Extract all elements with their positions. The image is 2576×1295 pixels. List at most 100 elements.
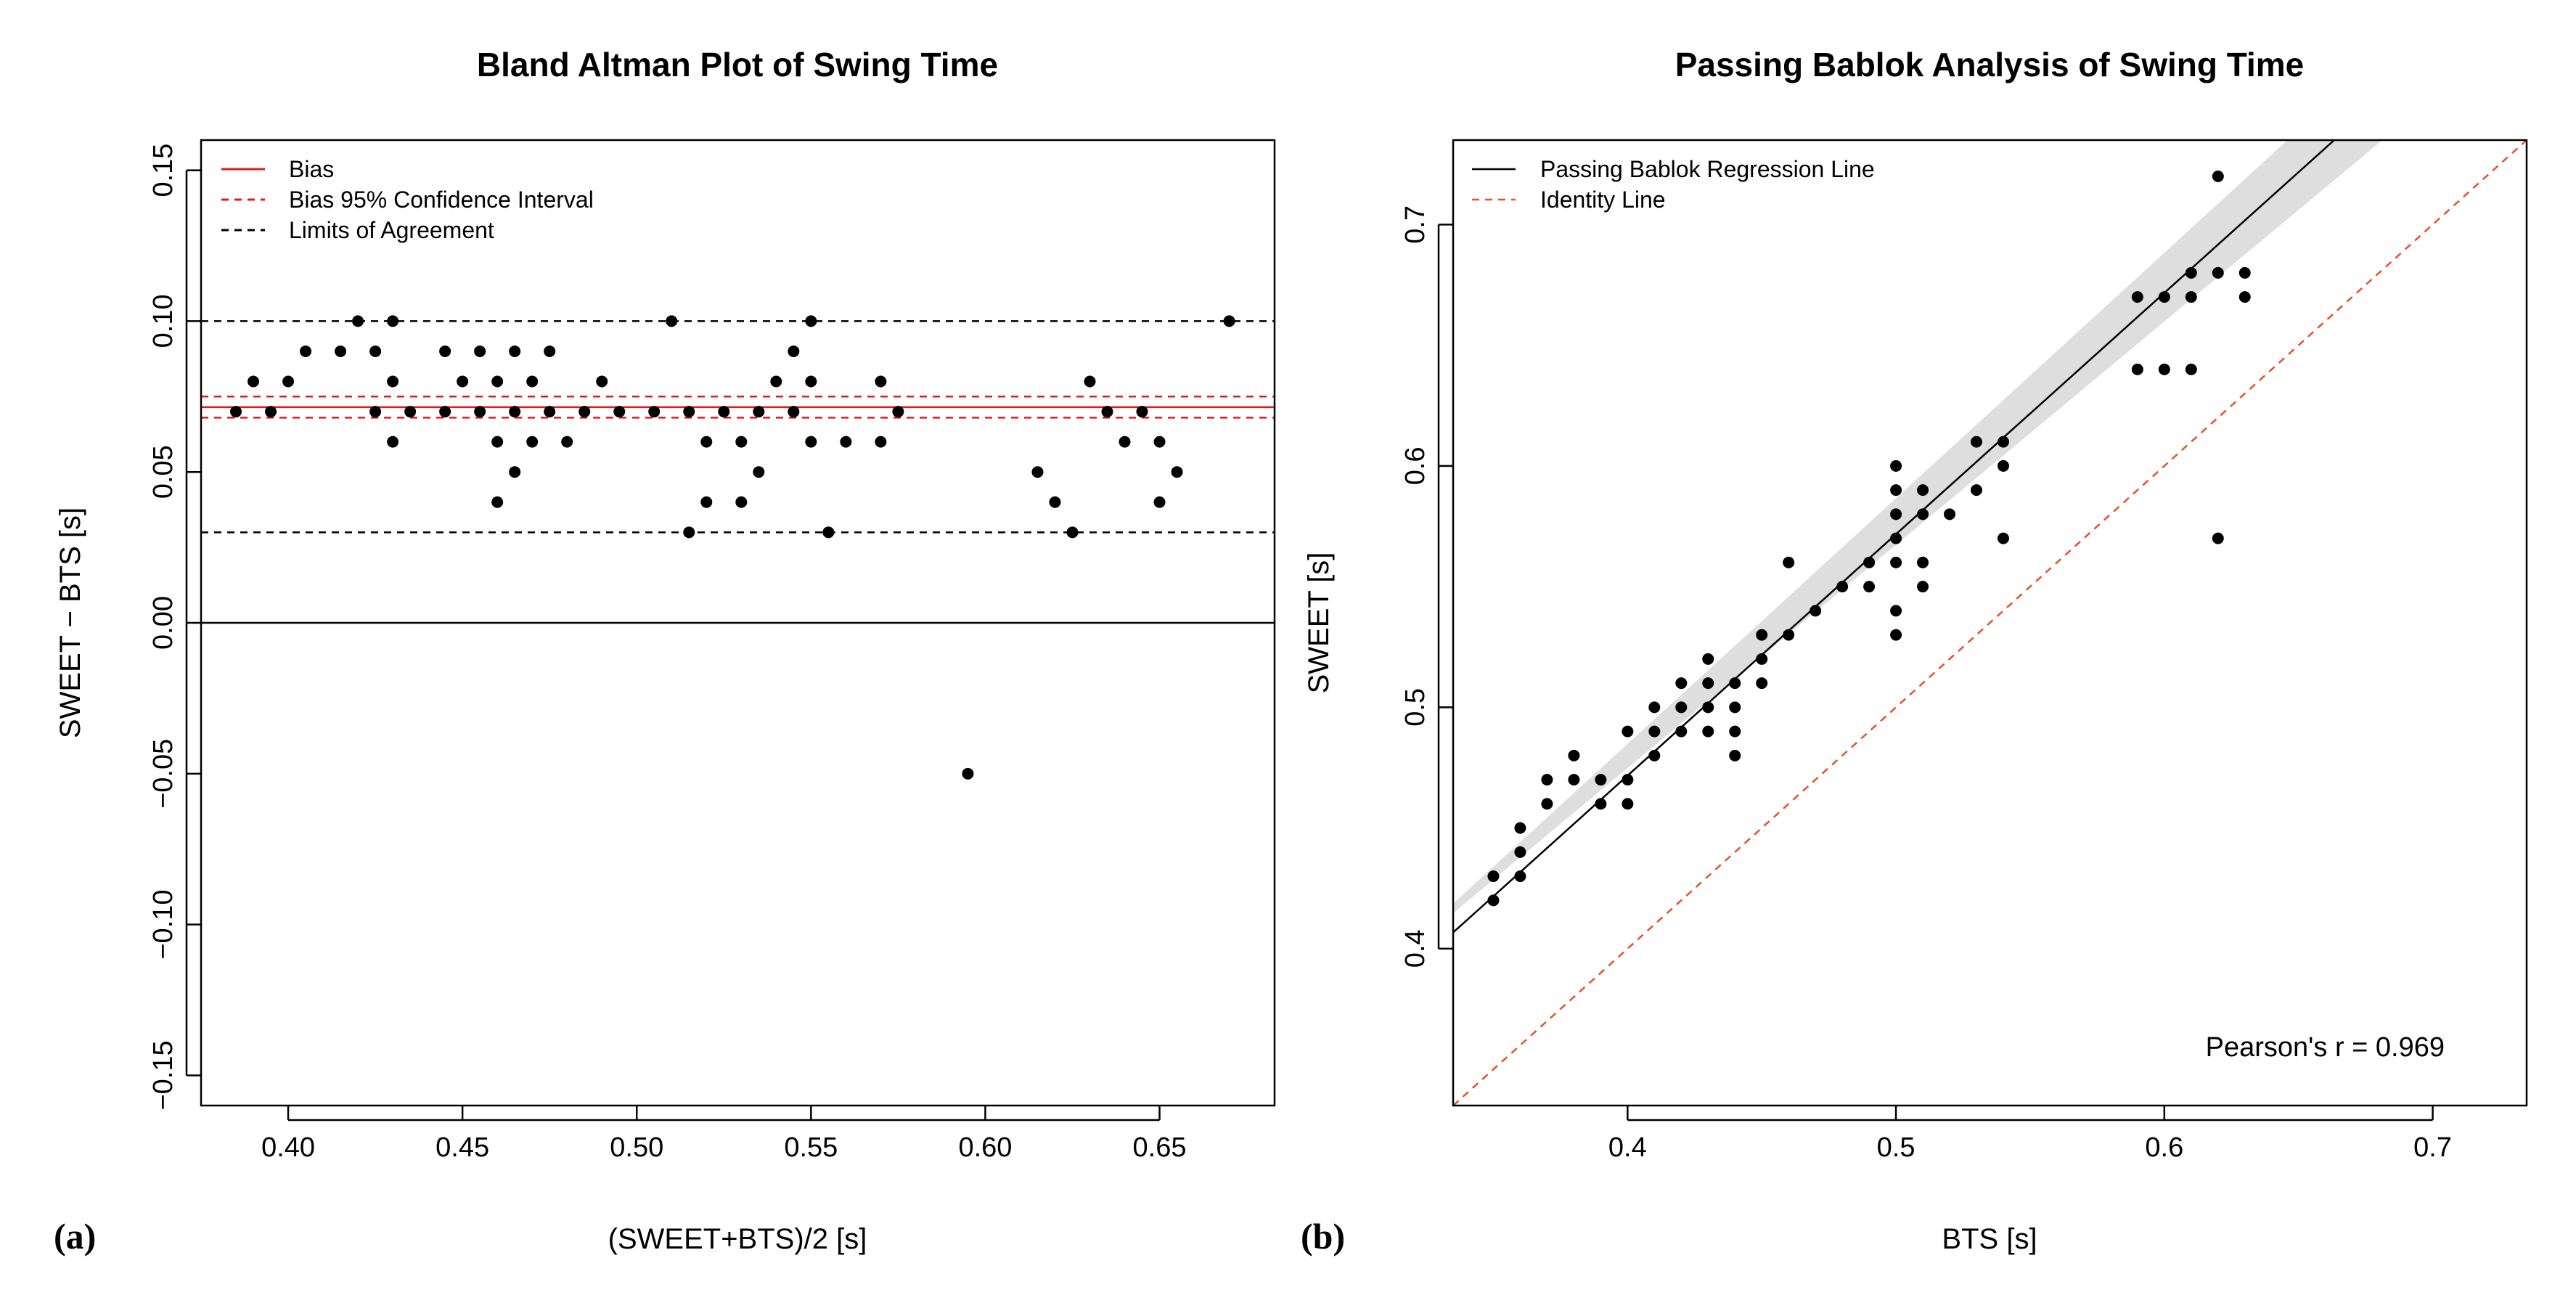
legend-item-bias-ci: Bias 95% Confidence Interval: [289, 187, 594, 213]
data-point: [1702, 725, 1714, 738]
data-point: [683, 406, 695, 418]
data-point: [2131, 291, 2143, 303]
identity-line: [1453, 140, 2527, 1106]
data-point: [753, 406, 765, 418]
data-point: [1890, 605, 1902, 617]
data-point: [387, 315, 399, 327]
data-point: [1514, 870, 1526, 883]
data-point: [613, 406, 626, 418]
data-point: [1487, 894, 1500, 907]
data-point: [1917, 484, 1929, 497]
data-point: [1917, 556, 1929, 568]
data-point: [2238, 266, 2251, 279]
data-point: [1541, 774, 1553, 786]
data-point: [387, 436, 399, 448]
data-point: [1153, 496, 1166, 508]
data-point: [248, 375, 260, 388]
data-point: [1675, 725, 1688, 738]
data-point: [1729, 749, 1741, 761]
data-point: [788, 406, 800, 418]
data-point: [1810, 605, 1822, 617]
data-point: [2185, 291, 2197, 303]
data-point: [561, 436, 573, 448]
data-point: [735, 436, 748, 448]
data-point: [1568, 749, 1580, 761]
data-point: [1622, 725, 1634, 738]
bland-altman-chart: Bland Altman Plot of Swing Time 0.40 0.45…: [54, 46, 1276, 1257]
y-tick-label-a: 0.15: [148, 144, 179, 197]
data-point: [1675, 677, 1688, 690]
data-point: [230, 406, 242, 418]
data-point: [1171, 466, 1183, 478]
data-point: [2158, 291, 2170, 303]
data-point: [2185, 363, 2197, 375]
data-point: [544, 406, 556, 418]
data-point: [387, 375, 399, 388]
y-tick-label-a: 0.00: [148, 596, 179, 650]
data-point: [352, 315, 364, 327]
axes-a: 0.40 0.45 0.50 0.55 0.60 0.65 −0.15 −0.10 −0.05 0…: [148, 144, 1187, 1163]
x-tick-label-a: 0.60: [958, 1132, 1012, 1163]
data-point: [2131, 363, 2143, 375]
chart-title-a: Bland Altman Plot of Swing Time: [477, 46, 998, 83]
data-point: [1971, 436, 1983, 448]
data-point: [1729, 725, 1741, 738]
data-point: [1756, 677, 1768, 690]
data-point: [2212, 170, 2224, 182]
data-point: [1890, 629, 1902, 641]
y-tick-label-a: 0.05: [148, 445, 179, 499]
data-point: [753, 466, 765, 478]
data-point: [265, 406, 277, 418]
legend-item-identity: Identity Line: [1540, 187, 1666, 213]
x-tick-label-b: 0.6: [2145, 1132, 2183, 1163]
data-point: [1783, 556, 1795, 568]
data-point: [1487, 870, 1500, 883]
data-point: [1997, 532, 2009, 544]
data-point: [1944, 508, 1956, 520]
data-point: [439, 345, 451, 357]
y-tick-label-a: −0.10: [148, 890, 179, 960]
panel-label-a: (a): [54, 1216, 96, 1257]
data-point: [1031, 466, 1044, 478]
data-point: [404, 406, 417, 418]
data-point: [2158, 363, 2170, 375]
data-point: [1622, 774, 1634, 786]
data-point: [369, 345, 382, 357]
data-point: [1514, 846, 1526, 858]
data-point: [439, 406, 451, 418]
data-point: [648, 406, 661, 418]
data-point: [491, 496, 504, 508]
data-point: [735, 496, 748, 508]
data-point: [509, 345, 521, 357]
data-point: [1890, 508, 1902, 520]
data-point: [1101, 406, 1113, 418]
data-point: [962, 767, 974, 780]
x-tick-label-a: 0.50: [610, 1132, 663, 1163]
data-point: [1595, 798, 1607, 810]
data-point: [666, 315, 678, 327]
y-tick-label-a: 0.10: [148, 294, 179, 348]
x-axis-label-b: BTS [s]: [1942, 1223, 2037, 1255]
data-point: [474, 345, 486, 357]
data-point: [2212, 266, 2224, 279]
plot-area-b: [1453, 140, 2527, 1106]
data-point: [1971, 484, 1983, 497]
legend-item-bias: Bias: [289, 156, 334, 182]
data-point: [1890, 556, 1902, 568]
data-point: [1153, 436, 1166, 448]
data-point: [1863, 581, 1876, 593]
data-point: [491, 436, 504, 448]
x-tick-label-a: 0.40: [261, 1132, 315, 1163]
data-point: [1648, 725, 1661, 738]
data-point: [335, 345, 347, 357]
x-tick-label-a: 0.55: [784, 1132, 838, 1163]
data-point: [822, 526, 835, 539]
data-point: [1890, 484, 1902, 497]
x-tick-label-b: 0.7: [2413, 1132, 2452, 1163]
data-point: [1541, 798, 1553, 810]
data-point: [457, 375, 469, 388]
x-tick-label-a: 0.65: [1133, 1132, 1187, 1163]
legend-b: Passing Bablok Regression Line Identity …: [1472, 156, 1875, 213]
y-tick-label-b: 0.5: [1400, 688, 1431, 727]
legend-item-regression: Passing Bablok Regression Line: [1540, 156, 1875, 182]
